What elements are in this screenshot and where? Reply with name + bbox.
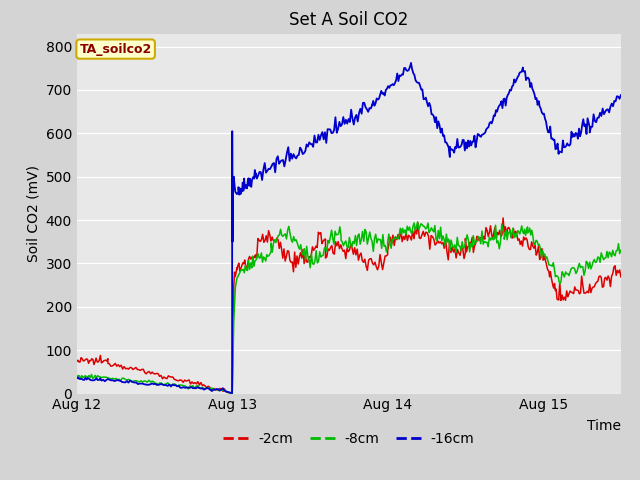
Title: Set A Soil CO2: Set A Soil CO2	[289, 11, 408, 29]
Text: TA_soilco2: TA_soilco2	[79, 43, 152, 56]
Y-axis label: Soil CO2 (mV): Soil CO2 (mV)	[26, 165, 40, 262]
Text: Time: Time	[587, 419, 621, 433]
Legend: -2cm, -8cm, -16cm: -2cm, -8cm, -16cm	[218, 426, 480, 452]
